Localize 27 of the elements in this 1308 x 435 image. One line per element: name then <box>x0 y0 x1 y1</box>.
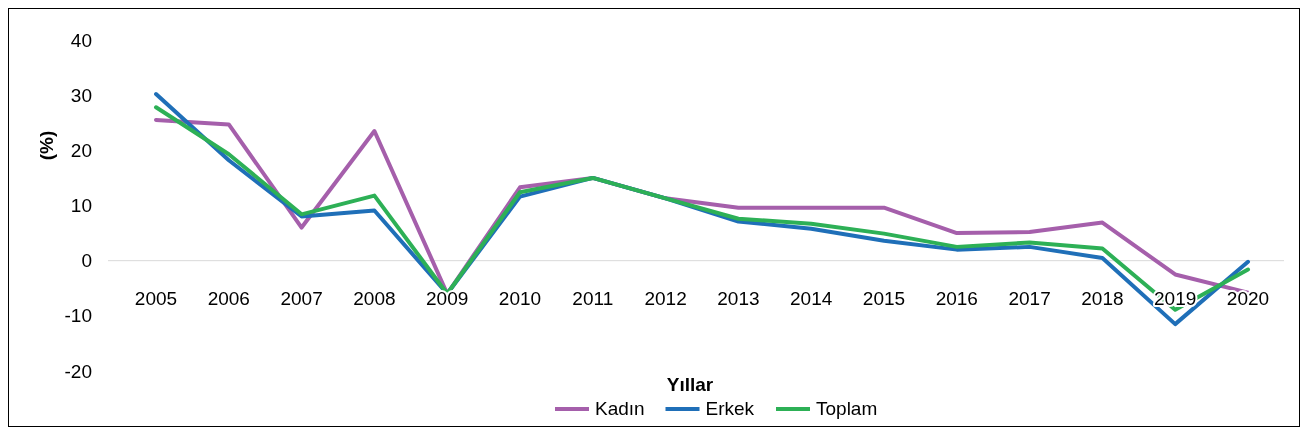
y-tick-label: 20 <box>70 139 92 161</box>
x-tick-label: 2016 <box>935 287 978 309</box>
x-tick-label: 2015 <box>862 287 906 309</box>
x-tick-label: 2013 <box>717 287 760 309</box>
legend-label: Toplam <box>816 398 878 419</box>
y-tick-label: -20 <box>64 360 92 382</box>
y-axis-title: (%) <box>35 130 57 161</box>
x-axis-title: Yıllar <box>666 374 714 395</box>
x-tick-label: 2005 <box>134 287 178 309</box>
y-tick-label: 40 <box>70 29 92 51</box>
x-tick-label: 2009 <box>426 287 469 309</box>
y-tick-label: 0 <box>81 250 92 272</box>
y-tick-label: 30 <box>70 84 92 106</box>
legend-label: Erkek <box>705 398 755 419</box>
x-tick-label: 2007 <box>280 287 323 309</box>
legend-label: Kadın <box>595 398 645 419</box>
x-tick-label: 2020 <box>1226 287 1270 309</box>
y-tick-label: -10 <box>64 305 92 327</box>
x-tick-label: 2017 <box>1008 287 1051 309</box>
x-tick-label: 2011 <box>572 287 614 309</box>
x-tick-label: 2018 <box>1081 287 1124 309</box>
x-tick-label: 2014 <box>790 287 833 309</box>
y-tick-label: 10 <box>70 195 92 217</box>
x-tick-label: 2010 <box>498 287 542 309</box>
x-tick-label: 2008 <box>353 287 396 309</box>
x-tick-label: 2006 <box>207 287 250 309</box>
x-tick-label: 2012 <box>644 287 687 309</box>
